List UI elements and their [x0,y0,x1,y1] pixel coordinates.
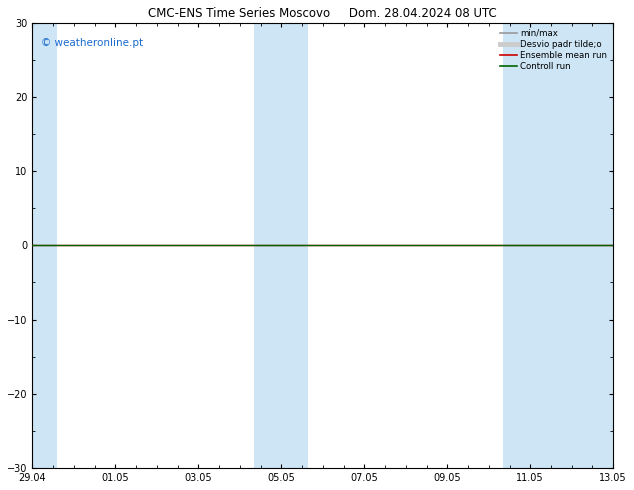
Legend: min/max, Desvio padr tilde;o, Ensemble mean run, Controll run: min/max, Desvio padr tilde;o, Ensemble m… [498,27,609,73]
Text: © weatheronline.pt: © weatheronline.pt [41,38,143,48]
Bar [503,23,619,468]
Title: CMC-ENS Time Series Moscovo     Dom. 28.04.2024 08 UTC: CMC-ENS Time Series Moscovo Dom. 28.04.2… [148,7,497,20]
Bar [26,23,57,468]
Bar [254,23,308,468]
